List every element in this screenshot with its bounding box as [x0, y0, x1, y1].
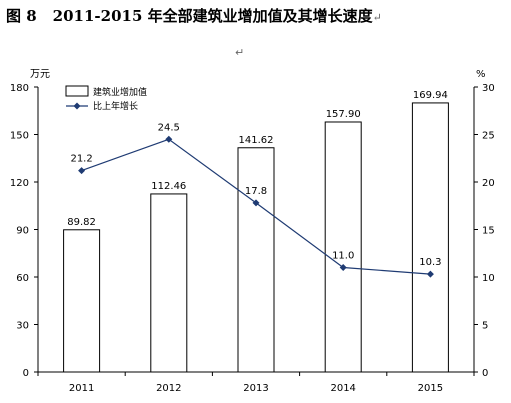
figure-title-text: 2011-2015 年全部建筑业增加值及其增长速度 — [52, 7, 373, 25]
left-axis-tick-label: 60 — [16, 273, 29, 284]
line-data-label: 10.3 — [419, 257, 441, 268]
bar-data-label: 169.94 — [413, 90, 448, 101]
x-axis-tick-label: 2011 — [69, 383, 94, 394]
right-axis-tick-label: 10 — [482, 273, 495, 284]
right-axis-tick-label: 25 — [482, 131, 495, 142]
line-marker — [165, 135, 173, 143]
figure-number: 图 8 — [6, 7, 37, 25]
left-axis-tick-label: 90 — [16, 226, 29, 237]
bar — [150, 193, 188, 373]
bar-data-label: 157.90 — [326, 109, 361, 120]
right-axis-tick-label: 15 — [482, 226, 495, 237]
left-axis-unit: 万元 — [30, 69, 50, 80]
right-axis-tick-label: 30 — [482, 83, 495, 94]
line-marker — [78, 167, 86, 175]
line-data-label: 21.2 — [70, 154, 92, 165]
bar — [324, 121, 362, 373]
legend-line-label: 比上年增长 — [93, 100, 138, 112]
right-axis-unit: % — [476, 69, 486, 80]
right-axis-tick-label: 20 — [482, 178, 495, 189]
left-axis-tick-label: 180 — [10, 83, 29, 94]
line-marker — [426, 270, 434, 278]
left-axis-tick-label: 0 — [23, 368, 29, 379]
bar — [237, 147, 275, 373]
bar — [63, 229, 101, 373]
right-axis-tick-label: 5 — [482, 321, 488, 332]
line-data-label: 11.0 — [332, 251, 354, 262]
x-axis-tick-label: 2013 — [243, 383, 268, 394]
x-axis-tick-label: 2014 — [330, 383, 355, 394]
left-axis-tick-label: 150 — [10, 131, 29, 142]
bar-data-label: 89.82 — [67, 217, 96, 228]
x-axis-tick-label: 2012 — [156, 383, 181, 394]
x-axis-tick-label: 2015 — [418, 383, 443, 394]
legend-bar-label: 建筑业增加值 — [93, 86, 147, 98]
line-data-label: 17.8 — [245, 186, 267, 197]
line-marker — [252, 199, 260, 207]
chart-title: 图 8 2011-2015 年全部建筑业增加值及其增长速度↵ — [6, 4, 382, 28]
bar-data-label: 112.46 — [151, 181, 186, 192]
line-data-label: 24.5 — [158, 122, 180, 133]
paragraph-mark-icon: ↵ — [235, 46, 245, 59]
right-axis-tick-label: 0 — [482, 368, 488, 379]
bar — [411, 102, 449, 373]
line-marker — [339, 264, 347, 271]
bar-data-label: 141.62 — [239, 135, 274, 146]
left-axis-tick-label: 30 — [16, 321, 29, 332]
legend-line-marker — [73, 102, 81, 110]
left-axis-tick-label: 120 — [10, 178, 29, 189]
legend-bar-swatch — [65, 85, 89, 97]
paragraph-mark-icon: ↵ — [372, 11, 382, 24]
